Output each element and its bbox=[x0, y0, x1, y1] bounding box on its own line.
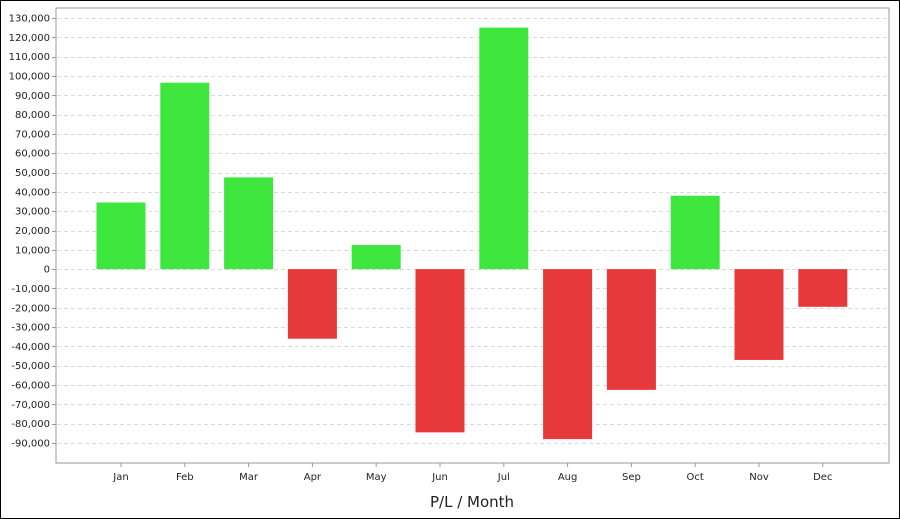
y-tick-label: 120,000 bbox=[9, 33, 50, 44]
bar-dec bbox=[798, 269, 848, 307]
x-tick-label: Jun bbox=[431, 472, 448, 483]
y-tick-label: 90,000 bbox=[15, 91, 50, 102]
bar-mar bbox=[224, 177, 274, 270]
y-tick-label: 80,000 bbox=[15, 110, 50, 121]
y-tick-label: 50,000 bbox=[15, 168, 50, 179]
bar-aug bbox=[543, 269, 593, 440]
y-tick-label: -30,000 bbox=[11, 323, 50, 334]
bar-nov bbox=[734, 269, 784, 360]
x-tick-label: Nov bbox=[749, 472, 769, 483]
y-tick-label: -70,000 bbox=[11, 400, 50, 411]
y-tick-label: 130,000 bbox=[9, 14, 50, 25]
y-tick-label: -60,000 bbox=[11, 381, 50, 392]
x-tick-label: Dec bbox=[813, 472, 832, 483]
x-tick-label: Feb bbox=[176, 472, 194, 483]
y-tick-label: 40,000 bbox=[15, 187, 50, 198]
y-tick-label: -40,000 bbox=[11, 342, 50, 353]
y-tick-label: 100,000 bbox=[9, 71, 50, 82]
y-tick-label: 60,000 bbox=[15, 149, 50, 160]
x-tick-label: May bbox=[366, 472, 387, 483]
bar-sep bbox=[606, 269, 656, 390]
bar-apr bbox=[287, 269, 337, 339]
bar-jul bbox=[479, 27, 529, 270]
x-tick-label: Mar bbox=[239, 472, 259, 483]
y-tick-label: -10,000 bbox=[11, 284, 50, 295]
y-tick-label: -50,000 bbox=[11, 361, 50, 372]
bar-jan bbox=[96, 202, 146, 270]
y-tick-label: 20,000 bbox=[15, 226, 50, 237]
x-tick-label: Sep bbox=[622, 472, 641, 483]
bars bbox=[96, 27, 848, 440]
bar-jun bbox=[415, 269, 465, 433]
y-tick-label: 110,000 bbox=[9, 52, 50, 63]
gridlines bbox=[57, 18, 888, 444]
bar-feb bbox=[160, 82, 210, 270]
y-tick-label: 30,000 bbox=[15, 207, 50, 218]
bar-oct bbox=[670, 195, 720, 270]
y-tick-label: -80,000 bbox=[11, 419, 50, 430]
x-tick-label: Jul bbox=[497, 472, 510, 483]
bar-may bbox=[351, 244, 401, 270]
y-tick-label: -20,000 bbox=[11, 303, 50, 314]
y-axis-ticks: -90,000 -80,000 -70,000 -60,000 -50,000 -40,0… bbox=[9, 14, 56, 450]
y-tick-label: 70,000 bbox=[15, 129, 50, 140]
x-tick-label: Apr bbox=[304, 472, 322, 483]
y-tick-label: 10,000 bbox=[15, 245, 50, 256]
y-tick-label: 0 bbox=[44, 265, 50, 276]
x-tick-label: Aug bbox=[558, 472, 578, 483]
x-tick-label: Jan bbox=[112, 472, 128, 483]
x-axis-ticks: Jan Feb Mar Apr May Jun Jul Aug Sep Oct Nov Dec bbox=[112, 463, 832, 483]
x-tick-label: Oct bbox=[687, 472, 704, 483]
y-tick-label: -90,000 bbox=[11, 439, 50, 450]
x-axis-label: P/L / Month bbox=[430, 493, 514, 511]
